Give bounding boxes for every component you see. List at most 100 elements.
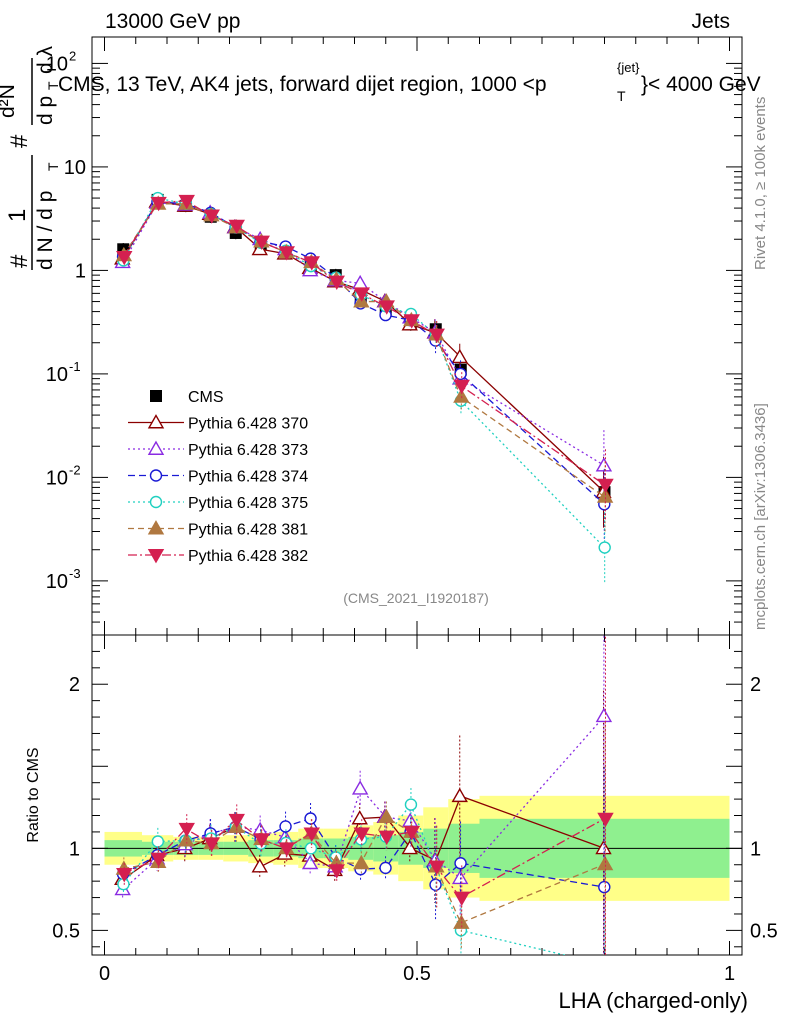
ylabel-d2n: d²N bbox=[0, 84, 19, 118]
plot-title: CMS, 13 TeV, AK4 jets, forward dijet reg… bbox=[58, 60, 761, 104]
legend-marker bbox=[149, 495, 163, 509]
ratio-point bbox=[303, 827, 320, 842]
legend-marker bbox=[147, 549, 165, 564]
x-axis-label: LHA (charged-only) bbox=[558, 988, 748, 1013]
legend-marker bbox=[149, 469, 163, 482]
y-tick-label: 10 bbox=[46, 467, 68, 489]
ratio-point bbox=[403, 825, 420, 841]
legend-label: Pythia 6.428 375 bbox=[188, 495, 308, 512]
plot-title-main: CMS, 13 TeV, AK4 jets, forward dijet reg… bbox=[58, 73, 547, 96]
series-point bbox=[328, 275, 345, 290]
ratio-point bbox=[351, 780, 369, 795]
ratio-point bbox=[150, 852, 167, 868]
ratio-point bbox=[401, 839, 418, 855]
series-point bbox=[203, 209, 220, 224]
ratio-series bbox=[114, 635, 614, 970]
ratio-point bbox=[378, 808, 395, 824]
series-point bbox=[253, 235, 270, 250]
series-point bbox=[378, 300, 395, 315]
series-point bbox=[178, 194, 195, 210]
ratio-point bbox=[301, 854, 319, 870]
y-tick-exponent: -1 bbox=[69, 359, 81, 374]
ratio-tick-label-left: 1 bbox=[69, 838, 80, 860]
ratio-tick-label-right: 1 bbox=[750, 838, 761, 860]
legend-label: Pythia 6.428 373 bbox=[188, 442, 308, 459]
series-point bbox=[454, 367, 467, 381]
series-point bbox=[116, 250, 133, 266]
legend-label-cms: CMS bbox=[188, 389, 224, 406]
y-tick-exponent: -2 bbox=[69, 462, 81, 477]
ratio-tick-label-left: 2 bbox=[69, 674, 80, 696]
header-left: 13000 GeV pp bbox=[105, 10, 240, 33]
legend-marker bbox=[147, 414, 165, 429]
ratio-point bbox=[599, 959, 610, 970]
ratio-point bbox=[253, 833, 270, 848]
ratio-point bbox=[304, 812, 317, 825]
ratio-point bbox=[279, 820, 292, 833]
top-series bbox=[114, 191, 614, 583]
ylabel-hash-2: # bbox=[6, 134, 33, 148]
ratio-point bbox=[429, 878, 442, 892]
series-point bbox=[353, 287, 370, 302]
legend-marker-cms bbox=[150, 390, 162, 402]
series-point bbox=[598, 541, 611, 554]
analysis-tag: (CMS_2021_I1920187) bbox=[343, 590, 489, 606]
rivet-label: Rivet 4.1.0, ≥ 100k events bbox=[752, 97, 769, 270]
ratio-point bbox=[353, 827, 370, 842]
ylabel-hash-1: # bbox=[6, 254, 33, 268]
ylabel-frac1-num: 1 bbox=[4, 209, 31, 222]
ratio-point bbox=[353, 854, 370, 870]
ratio-point bbox=[595, 707, 613, 723]
ratio-point bbox=[178, 822, 195, 838]
ratio-tick-label-left: 0.5 bbox=[52, 920, 80, 942]
series-point bbox=[453, 379, 470, 395]
series-line bbox=[122, 201, 605, 505]
header-right: Jets bbox=[691, 10, 730, 33]
plot-title-sub: T bbox=[617, 88, 626, 104]
ratio-point bbox=[251, 858, 268, 873]
ylabel-d2n-den: d p bbox=[34, 96, 57, 125]
series-point bbox=[428, 328, 445, 343]
series-point bbox=[597, 478, 614, 494]
ratio-point bbox=[151, 835, 165, 848]
legend-marker bbox=[147, 520, 165, 535]
plot-title-end: }< 4000 GeV bbox=[641, 73, 761, 96]
ratio-point bbox=[328, 864, 345, 879]
y-tick-exponent: -3 bbox=[69, 566, 81, 581]
x-tick-label: 1 bbox=[724, 963, 735, 985]
x-tick-label: 0 bbox=[99, 963, 110, 985]
series-point bbox=[303, 256, 320, 271]
series-point bbox=[403, 314, 420, 329]
series-point bbox=[453, 388, 470, 403]
ratio-point bbox=[228, 813, 245, 829]
ratio-point bbox=[278, 842, 295, 857]
series-point bbox=[278, 246, 295, 261]
top-frame bbox=[91, 36, 743, 636]
legend-marker bbox=[147, 440, 165, 455]
ratio-point bbox=[597, 812, 614, 828]
ratio-point bbox=[203, 837, 220, 852]
mcplots-label: mcplots.cern.ch [arXiv:1306.3436] bbox=[752, 403, 769, 630]
ratio-point bbox=[453, 891, 470, 906]
ratio-tick-label-right: 0.5 bbox=[750, 920, 778, 942]
x-tick-label: 0.5 bbox=[403, 963, 431, 985]
ratio-point bbox=[598, 880, 611, 894]
ratio-point bbox=[428, 860, 445, 875]
ratio-point bbox=[451, 787, 468, 803]
ratio-point bbox=[304, 842, 318, 855]
ratio-frame bbox=[91, 634, 743, 956]
legend-label: Pythia 6.428 370 bbox=[188, 416, 308, 433]
ratio-line bbox=[122, 715, 605, 890]
y-tick-label: 1 bbox=[75, 260, 86, 282]
y-tick-exponent: 2 bbox=[69, 48, 76, 63]
ratio-point bbox=[379, 861, 392, 875]
ylabel-d2n-den-sub: T bbox=[45, 81, 61, 90]
y-tick-label: 10 bbox=[46, 571, 68, 593]
y-tick-label: 10 bbox=[64, 157, 86, 179]
series-point bbox=[451, 348, 468, 364]
legend-label: Pythia 6.428 381 bbox=[188, 522, 308, 539]
legend-label: Pythia 6.428 374 bbox=[188, 469, 308, 486]
ylabel-frac1-den-sub: T bbox=[45, 162, 61, 171]
ylabel-dlambda: d λ bbox=[34, 45, 57, 74]
